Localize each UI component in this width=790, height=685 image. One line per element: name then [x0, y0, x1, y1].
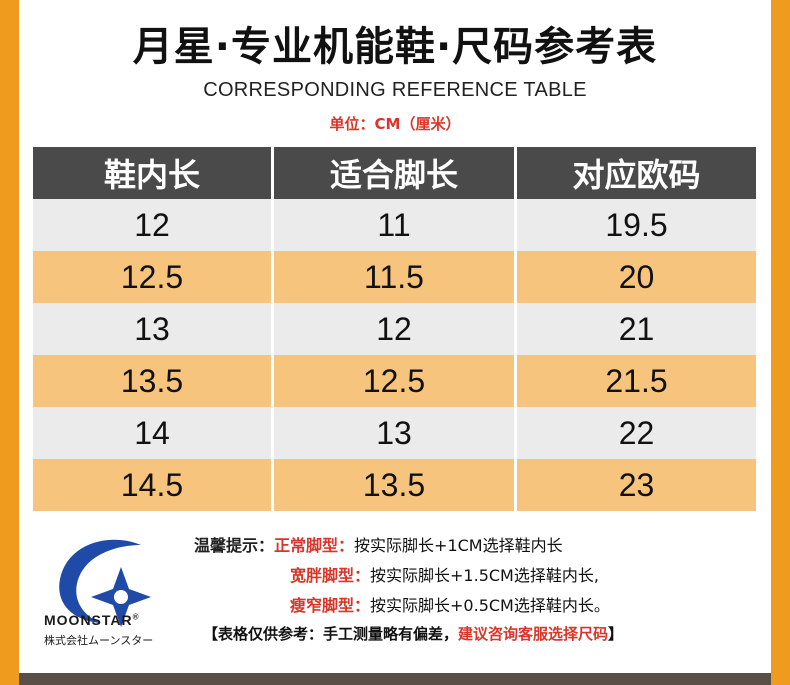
tip-text: 按实际脚长+1CM选择鞋内长 [354, 536, 563, 555]
header-eu-size: 对应欧码 [517, 147, 756, 199]
tip-text: 按实际脚长+1.5CM选择鞋内长, [370, 566, 599, 585]
insole-length-cell: 12.5 [33, 251, 271, 303]
page-subtitle: CORRESPONDING REFERENCE TABLE [203, 79, 587, 101]
note-advice: 建议咨询客服选择尺码 [458, 625, 609, 643]
foot-length-cell: 13.5 [274, 459, 514, 511]
header-insole-length: 鞋内长 [33, 147, 271, 199]
table-row: 14 13 22 [33, 407, 756, 459]
table-row: 14.5 13.5 23 [33, 459, 756, 511]
unit-label: 单位：CM（厘米） [329, 115, 461, 133]
page-title: 月星·专业机能鞋·尺码参考表 [132, 24, 658, 70]
tip-line: 瘦窄脚型：按实际脚长+0.5CM选择鞋内长。 [194, 591, 610, 621]
insole-length-cell: 13.5 [33, 355, 271, 407]
table-row: 12.5 11.5 20 [33, 251, 756, 303]
foot-length-cell: 13 [274, 407, 514, 459]
bottom-strip [19, 673, 771, 685]
table-row: 13.5 12.5 21.5 [33, 355, 756, 407]
insole-length-cell: 14 [33, 407, 271, 459]
foot-length-cell: 12 [274, 303, 514, 355]
eu-size-cell: 21.5 [517, 355, 756, 407]
table-header-row: 鞋内长 适合脚长 对应欧码 [33, 147, 756, 199]
tips-block: 温馨提示：正常脚型：按实际脚长+1CM选择鞋内长 宽胖脚型：按实际脚长+1.5C… [194, 531, 610, 621]
tip-foot-type: 瘦窄脚型： [290, 596, 371, 615]
tip-line: 温馨提示：正常脚型：按实际脚长+1CM选择鞋内长 [194, 531, 610, 561]
table-row: 12 11 19.5 [33, 199, 756, 251]
tip-line: 宽胖脚型：按实际脚长+1.5CM选择鞋内长, [194, 561, 610, 591]
disclaimer-note: 【表格仅供参考：手工测量略有偏差，建议咨询客服选择尺码】 [203, 622, 623, 646]
eu-size-cell: 20 [517, 251, 756, 303]
eu-size-cell: 22 [517, 407, 756, 459]
note-text: 【表格仅供参考：手工测量略有偏差， [203, 625, 459, 643]
size-table: 鞋内长 适合脚长 对应欧码 12 11 19.5 12.5 11.5 20 13… [33, 147, 756, 511]
tip-text: 按实际脚长+0.5CM选择鞋内长。 [370, 596, 610, 615]
tip-foot-type: 正常脚型： [274, 536, 355, 555]
note-end: 】 [608, 625, 624, 643]
brand-name: MOONSTAR® [44, 612, 140, 628]
brand-company: 株式会社ムーンスター [44, 634, 154, 647]
eu-size-cell: 23 [517, 459, 756, 511]
moonstar-logo-icon [59, 539, 151, 627]
tips-label: 温馨提示： [194, 536, 275, 555]
eu-size-cell: 19.5 [517, 199, 756, 251]
eu-size-cell: 21 [517, 303, 756, 355]
table-row: 13 12 21 [33, 303, 756, 355]
tip-foot-type: 宽胖脚型： [290, 566, 371, 585]
header-foot-length: 适合脚长 [274, 147, 514, 199]
insole-length-cell: 14.5 [33, 459, 271, 511]
foot-length-cell: 12.5 [274, 355, 514, 407]
size-chart-card: 月星·专业机能鞋·尺码参考表 CORRESPONDING REFERENCE T… [19, 0, 771, 673]
insole-length-cell: 13 [33, 303, 271, 355]
insole-length-cell: 12 [33, 199, 271, 251]
foot-length-cell: 11.5 [274, 251, 514, 303]
foot-length-cell: 11 [274, 199, 514, 251]
